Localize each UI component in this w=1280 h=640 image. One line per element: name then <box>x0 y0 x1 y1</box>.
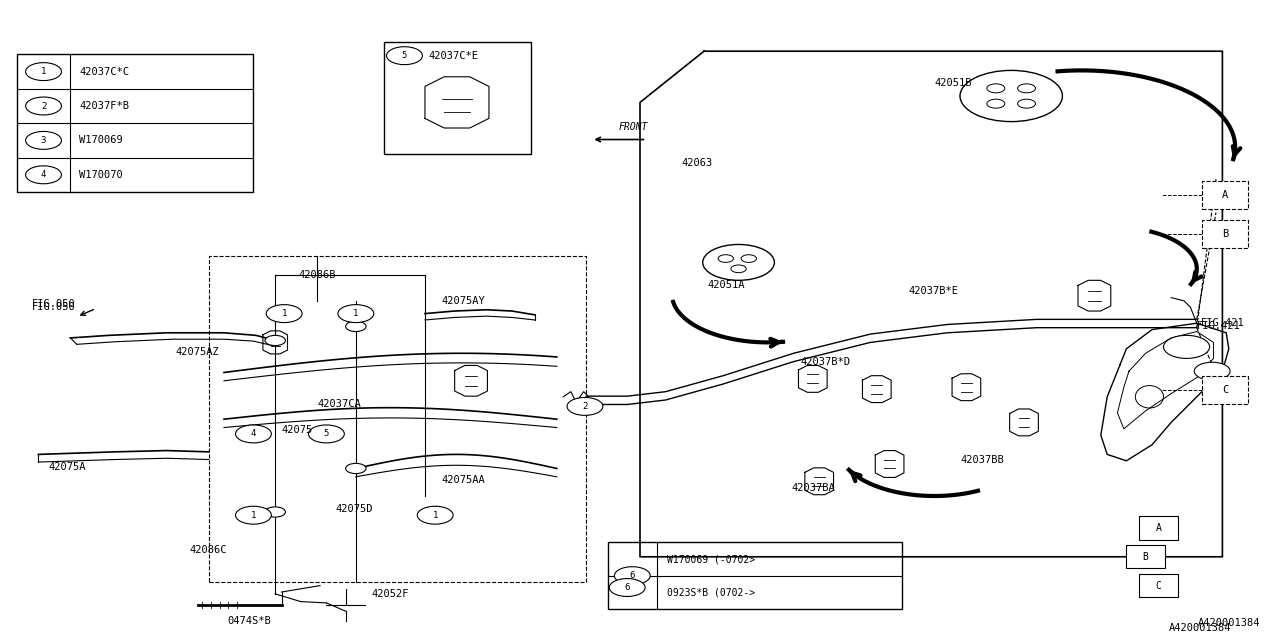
Circle shape <box>236 506 271 524</box>
Text: 1: 1 <box>251 511 256 520</box>
Text: B: B <box>1143 552 1148 562</box>
Text: FIG.050: FIG.050 <box>32 299 76 309</box>
Text: 0923S*B (0702->: 0923S*B (0702-> <box>667 587 755 597</box>
Bar <box>1139 516 1178 540</box>
Text: 6: 6 <box>630 571 635 580</box>
Text: 42037C*C: 42037C*C <box>79 67 129 77</box>
Text: 1: 1 <box>282 309 287 318</box>
Text: 4: 4 <box>41 170 46 179</box>
Bar <box>608 542 902 609</box>
Circle shape <box>987 84 1005 93</box>
Text: W170069: W170069 <box>79 136 123 145</box>
Text: 42037B*E: 42037B*E <box>909 286 959 296</box>
Text: FRONT: FRONT <box>620 122 648 132</box>
Text: FIG.050: FIG.050 <box>32 302 76 312</box>
Text: 42037BA: 42037BA <box>791 483 835 493</box>
Circle shape <box>741 255 756 262</box>
Circle shape <box>703 244 774 280</box>
Circle shape <box>718 255 733 262</box>
Text: 1: 1 <box>433 511 438 520</box>
Bar <box>17 54 253 192</box>
Text: 42075: 42075 <box>282 425 312 435</box>
Circle shape <box>266 305 302 323</box>
Text: 42037F*B: 42037F*B <box>79 101 129 111</box>
Circle shape <box>1018 84 1036 93</box>
Text: 1: 1 <box>41 67 46 76</box>
Text: 42075AA: 42075AA <box>442 475 485 485</box>
Text: A420001384: A420001384 <box>1198 618 1261 628</box>
Circle shape <box>425 507 445 517</box>
Bar <box>1139 574 1178 597</box>
Text: A: A <box>1156 523 1161 533</box>
Circle shape <box>265 335 285 346</box>
Circle shape <box>346 321 366 332</box>
Circle shape <box>609 579 645 596</box>
Text: 42075AY: 42075AY <box>442 296 485 306</box>
Circle shape <box>387 47 422 65</box>
Circle shape <box>614 567 650 585</box>
Text: 42063: 42063 <box>681 158 712 168</box>
Text: 42037C*E: 42037C*E <box>429 51 479 61</box>
Text: FIG.421: FIG.421 <box>1201 318 1244 328</box>
Bar <box>1202 181 1248 209</box>
Text: 1: 1 <box>353 309 358 318</box>
Text: C: C <box>1222 385 1228 396</box>
Circle shape <box>567 397 603 415</box>
Text: A420001384: A420001384 <box>1169 623 1231 634</box>
Circle shape <box>576 399 596 410</box>
Text: W170070: W170070 <box>79 170 123 180</box>
Bar <box>384 42 531 154</box>
Text: 42051B: 42051B <box>934 78 972 88</box>
Circle shape <box>265 507 285 517</box>
Text: W170069 (-0702>: W170069 (-0702> <box>667 554 755 564</box>
Text: 4: 4 <box>251 429 256 438</box>
Text: 2: 2 <box>582 402 588 411</box>
Text: 3: 3 <box>41 136 46 145</box>
Circle shape <box>338 305 374 323</box>
Text: 42037BB: 42037BB <box>960 454 1004 465</box>
Circle shape <box>987 99 1005 108</box>
Text: 42075A: 42075A <box>49 462 86 472</box>
Text: 2: 2 <box>41 102 46 111</box>
Text: 42037CA: 42037CA <box>317 399 361 410</box>
Circle shape <box>26 97 61 115</box>
Text: 42075D: 42075D <box>335 504 372 514</box>
Circle shape <box>1194 362 1230 380</box>
Text: 5: 5 <box>402 51 407 60</box>
Circle shape <box>960 70 1062 122</box>
Bar <box>1202 376 1248 404</box>
Circle shape <box>236 425 271 443</box>
Text: 42052F: 42052F <box>371 589 408 599</box>
Circle shape <box>417 506 453 524</box>
Text: 0474S*B: 0474S*B <box>228 616 271 626</box>
Circle shape <box>731 265 746 273</box>
Circle shape <box>1164 335 1210 358</box>
Circle shape <box>308 425 344 443</box>
Text: A: A <box>1222 190 1228 200</box>
Bar <box>1202 220 1248 248</box>
Text: 6: 6 <box>625 583 630 592</box>
Text: FIG.421: FIG.421 <box>1197 321 1240 332</box>
Text: C: C <box>1156 580 1161 591</box>
Bar <box>1126 545 1165 568</box>
Text: 42051A: 42051A <box>708 280 745 290</box>
Text: B: B <box>1222 228 1228 239</box>
Circle shape <box>26 131 61 149</box>
Text: 42037B*D: 42037B*D <box>800 356 850 367</box>
Text: 42086B: 42086B <box>298 270 337 280</box>
Text: 5: 5 <box>324 429 329 438</box>
Text: 42075AZ: 42075AZ <box>175 347 219 357</box>
Bar <box>209 256 586 582</box>
Text: 42086C: 42086C <box>189 545 227 556</box>
Circle shape <box>26 63 61 81</box>
Circle shape <box>1018 99 1036 108</box>
Circle shape <box>346 463 366 474</box>
Circle shape <box>26 166 61 184</box>
